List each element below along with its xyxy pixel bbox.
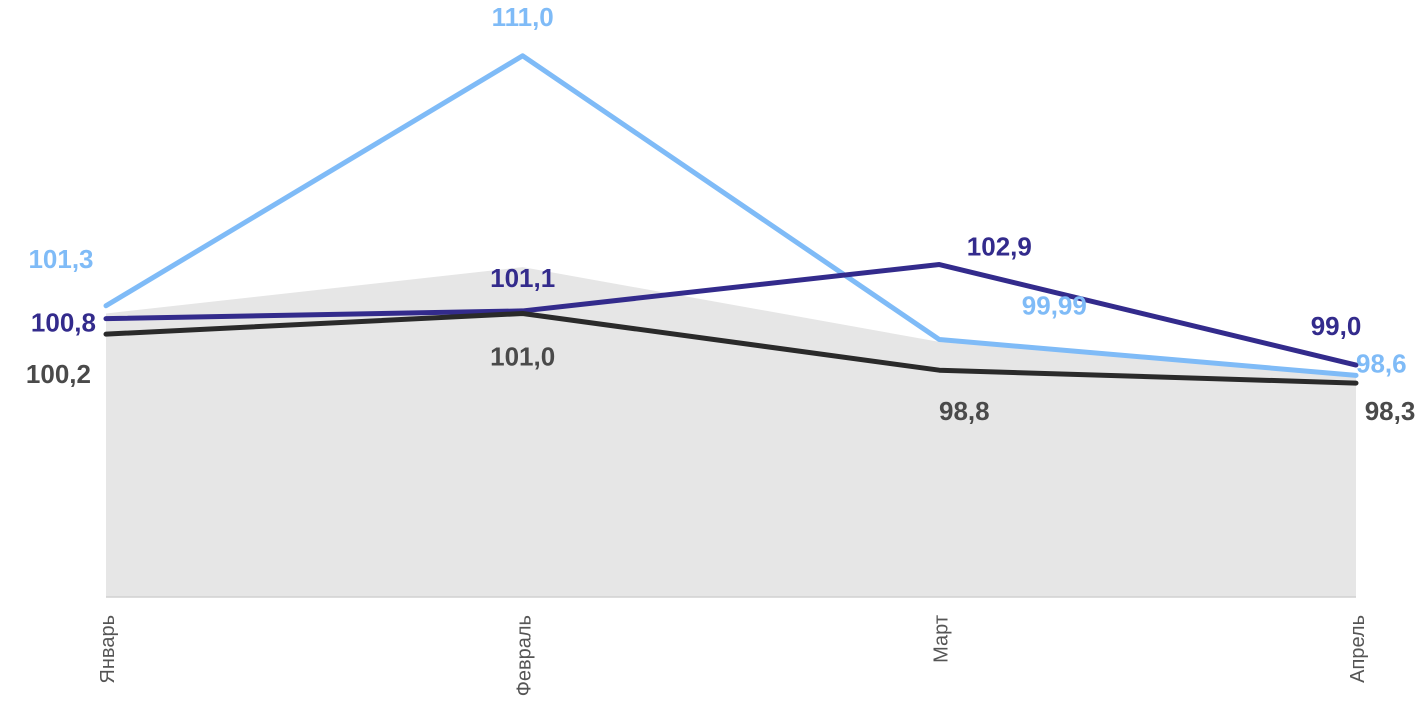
data-label: 98,8 [939, 396, 990, 426]
background-area [106, 267, 1356, 597]
data-label: 101,3 [28, 244, 93, 274]
data-label: 98,3 [1365, 396, 1416, 426]
x-tick-label: Март [930, 615, 952, 663]
series-line-2 [103, 262, 1359, 368]
x-tick-label: Апрель [1347, 615, 1369, 683]
data-label: 99,99 [1022, 291, 1087, 321]
data-label: 101,0 [490, 342, 555, 372]
series-line-1 [103, 53, 1359, 378]
data-label: 99,0 [1311, 311, 1362, 341]
data-label: 111,0 [492, 2, 554, 32]
x-axis-ticks: Январь Февраль Март Апрель [97, 615, 1369, 696]
data-label: 98,6 [1356, 348, 1407, 378]
data-label: 100,8 [31, 308, 96, 338]
data-labels: 101,3 111,0 99,99 98,6 100,8 101,1 102,9 99,0 10… [26, 2, 1415, 426]
x-tick-label: Январь [97, 615, 119, 684]
area-fill [106, 267, 1356, 597]
x-tick-label: Февраль [514, 615, 536, 696]
data-label: 102,9 [967, 232, 1032, 262]
series-line-3 [103, 311, 1359, 386]
data-label: 101,1 [490, 263, 555, 293]
series-lines [103, 53, 1359, 386]
data-label: 100,2 [26, 359, 91, 389]
